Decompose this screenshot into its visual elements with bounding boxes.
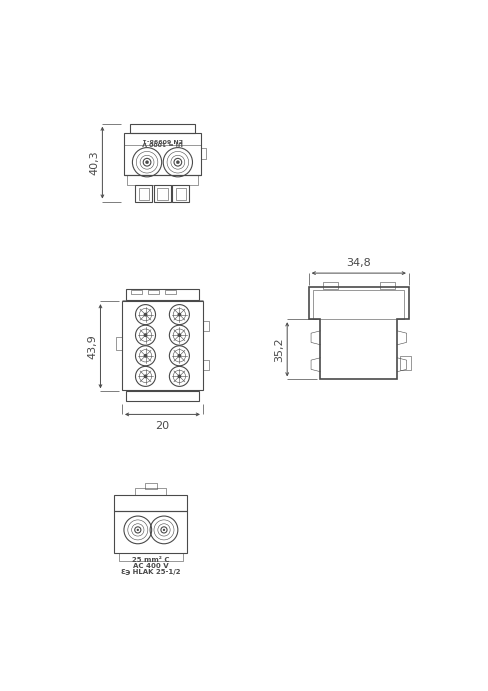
Circle shape <box>136 529 139 531</box>
Circle shape <box>163 529 165 531</box>
Bar <box>203 321 208 332</box>
Text: ℇ℈ HLAK 25-1/2: ℇ℈ HLAK 25-1/2 <box>121 569 180 575</box>
Circle shape <box>177 375 181 378</box>
Text: 43,9: 43,9 <box>87 334 97 359</box>
Text: 25 mm² C: 25 mm² C <box>132 557 169 563</box>
Bar <box>131 290 142 294</box>
Bar <box>201 149 206 159</box>
Circle shape <box>177 312 181 316</box>
Circle shape <box>143 312 147 316</box>
Circle shape <box>177 354 181 358</box>
Text: 35,2: 35,2 <box>274 337 284 361</box>
Text: AC 400 V: AC 400 V <box>133 563 168 569</box>
Bar <box>172 184 189 202</box>
Bar <box>154 184 171 202</box>
Circle shape <box>143 375 147 378</box>
Bar <box>157 188 167 200</box>
Bar <box>127 176 198 184</box>
Bar <box>313 290 404 319</box>
Bar <box>116 337 122 350</box>
Bar <box>135 488 166 495</box>
Bar <box>379 283 394 289</box>
Bar <box>400 357 410 370</box>
Bar <box>203 359 208 370</box>
Bar <box>322 283 337 289</box>
Bar <box>125 391 199 401</box>
Bar <box>135 184 152 202</box>
Bar <box>148 290 159 294</box>
Bar <box>114 511 187 553</box>
Bar <box>122 301 203 390</box>
Bar <box>119 553 183 560</box>
Circle shape <box>143 333 147 337</box>
Text: Ui = 1000 V: Ui = 1000 V <box>142 140 183 146</box>
Bar <box>130 124 194 133</box>
Bar <box>125 289 199 300</box>
Circle shape <box>177 333 181 337</box>
Text: 34,8: 34,8 <box>346 258 370 267</box>
Circle shape <box>145 161 148 164</box>
Bar <box>114 495 187 511</box>
Bar <box>175 188 186 200</box>
Bar <box>138 188 149 200</box>
Bar <box>165 290 176 294</box>
Bar <box>123 133 201 176</box>
Circle shape <box>176 161 179 164</box>
Bar <box>144 483 157 489</box>
Text: EN 60998-1: EN 60998-1 <box>142 137 183 142</box>
Text: 40,3: 40,3 <box>89 151 99 175</box>
Text: 20: 20 <box>155 422 169 431</box>
Circle shape <box>143 354 147 358</box>
